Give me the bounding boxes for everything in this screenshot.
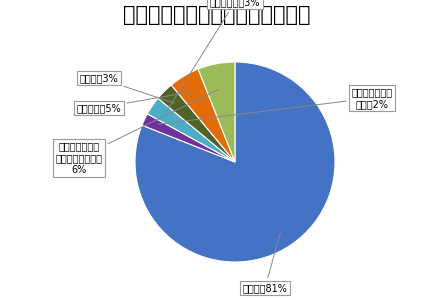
Wedge shape — [171, 69, 235, 162]
Text: 機械システム工学専攻　進路状況: 機械システム工学専攻 進路状況 — [123, 5, 311, 25]
Wedge shape — [142, 114, 235, 162]
Text: 情報通信　5%: 情報通信 5% — [77, 92, 191, 113]
Wedge shape — [158, 85, 235, 162]
Text: 卸売業　3%: 卸売業 3% — [79, 73, 174, 103]
Text: 製造業　81%: 製造業 81% — [243, 232, 287, 293]
Text: 電気・ガス　3%: 電気・ガス 3% — [166, 0, 260, 112]
Text: 山形大学大学院
進学　2%: 山形大学大学院 進学 2% — [158, 87, 393, 124]
Wedge shape — [198, 62, 235, 162]
Wedge shape — [135, 62, 335, 262]
Wedge shape — [148, 98, 235, 162]
Text: 技術サービス・
その他サービス業
6%: 技術サービス・ その他サービス業 6% — [56, 90, 218, 175]
